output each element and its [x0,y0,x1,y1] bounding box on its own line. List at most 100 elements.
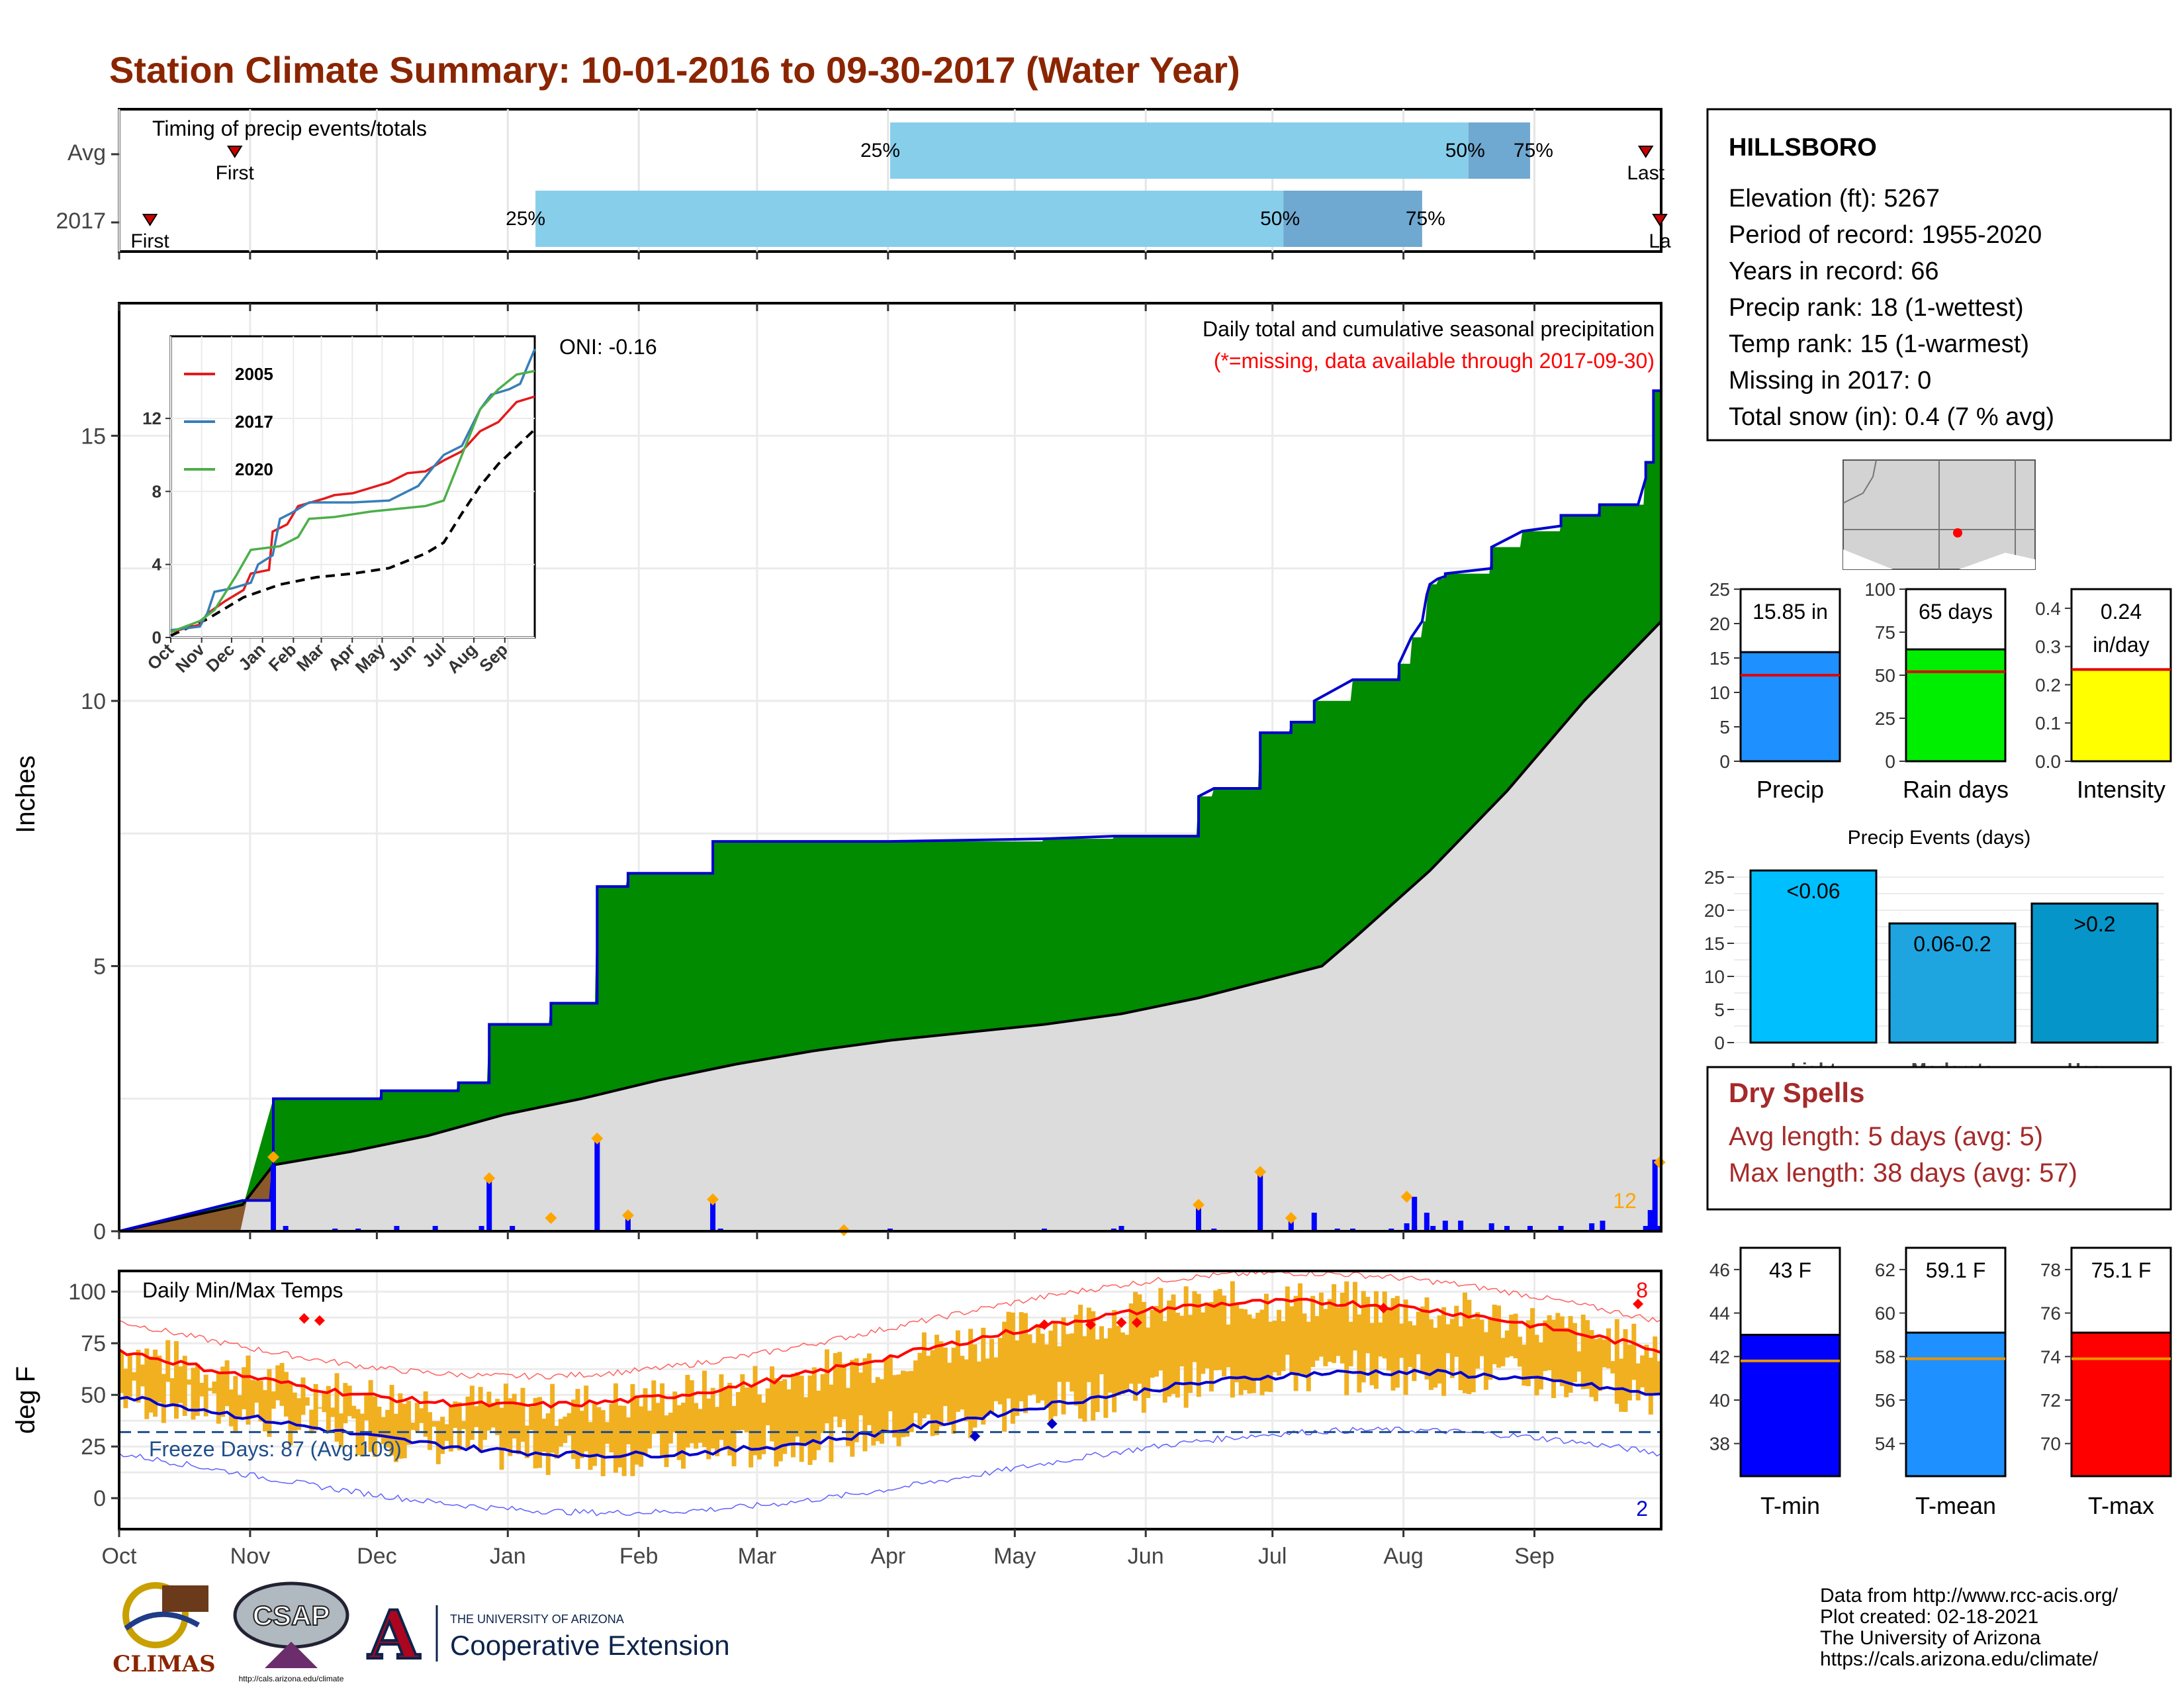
daily-temp-range-bar [1564,1327,1569,1397]
inset-ytick-label: 0 [152,628,161,647]
daily-temp-range-bar [1378,1322,1383,1357]
daily-temp-range-bar [355,1409,361,1456]
daily-temp-range-bar [862,1358,868,1452]
daily-temp-range-bar [997,1338,1003,1405]
precip-subtitle: (*=missing, data available through 2017-… [1214,349,1655,373]
timing-p50-label: 50% [1445,140,1485,162]
daily-temp-range-bar [1192,1291,1197,1362]
inset-legend-label: 2017 [235,412,273,432]
temp-bar-fill [2070,1331,2172,1477]
daily-temp-range-bar [820,1374,825,1433]
daily-temp-range-bar [529,1407,534,1430]
daily-temp-range-bar [1572,1323,1577,1382]
daily-precip-bar [355,1228,361,1231]
daily-temp-range-bar [672,1391,678,1432]
timing-last-marker [1637,146,1654,158]
daily-temp-range-bar [761,1402,766,1454]
daily-temp-range-bar [575,1389,580,1470]
daily-temp-range-bar [1475,1312,1480,1369]
daily-temp-range-bar [191,1368,196,1420]
daily-temp-range-bar [1357,1314,1362,1393]
events-bar-range: <0.06 [1787,879,1841,903]
daily-temp-range-bar [643,1388,648,1455]
daily-temp-range-bar [300,1377,306,1415]
daily-temp-range-bar [816,1390,821,1450]
temp-bar-label: T-max [2088,1492,2154,1519]
daily-temp-range-bar [208,1387,213,1391]
daily-temp-range-bar [1154,1305,1159,1377]
summary-bar-rain-days: 0 25 50 75 100 65 days Rain days [1864,579,2009,803]
daily-temp-range-bar [216,1372,221,1424]
daily-temp-range-bar [698,1409,703,1443]
events-title: Precip Events (days) [1848,827,2031,849]
daily-temp-range-bar [887,1356,893,1411]
daily-temp-range-bar [1365,1297,1371,1354]
daily-precip-bar [1196,1207,1201,1231]
climas-logo-text: CLIMAS [113,1651,215,1677]
daily-temp-range-bar [981,1327,986,1425]
station-line-5: Missing in 2017: 0 [1729,367,1931,395]
daily-temp-range-bar [1420,1306,1426,1372]
daily-temp-range-bar [1061,1317,1066,1415]
daily-temp-range-bar [1052,1323,1058,1417]
summary-bar-ytick-label: 0.3 [2035,637,2061,657]
daily-temp-range-bar [246,1355,251,1425]
daily-temp-range-bar [579,1411,584,1458]
daily-temp-range-bar [617,1405,623,1468]
daily-temp-range-bar [694,1403,699,1449]
daily-temp-range-bar [786,1389,792,1444]
daily-temp-range-bar [756,1394,762,1460]
daily-temp-range-bar [288,1381,293,1446]
ua-logo-letter: A [367,1596,420,1674]
record-precip-marker [483,1172,496,1184]
precip-events-chart: Precip Events (days)<0.06Light0.06-0.2Mo… [1704,827,2164,1080]
footer-credits: Data from http://www.rcc-acis.org/ Plot … [1820,1585,2118,1670]
daily-temp-range-bar [537,1397,542,1468]
temp-bar-ytick-label: 74 [2040,1346,2061,1367]
daily-temp-range-bar [1057,1346,1062,1382]
daily-temp-range-bar [153,1349,158,1417]
precip-ytick-label: 0 [93,1219,106,1244]
daily-temp-range-bar [440,1417,445,1454]
daily-temp-range-bar [934,1335,940,1436]
daily-temp-range-bar [474,1406,479,1427]
daily-temp-range-bar [1158,1288,1163,1371]
daily-temp-range-bar [845,1387,850,1446]
daily-temp-range-bar [1272,1320,1277,1373]
daily-temp-range-bar [1222,1295,1227,1377]
station-line-2: Years in record: 66 [1729,258,1939,285]
daily-temp-range-bar [668,1413,673,1444]
daily-temp-range-bar [1120,1332,1125,1394]
daily-temp-range-bar [1099,1326,1104,1375]
daily-temp-range-bar [639,1406,644,1467]
daily-temp-range-bar [1073,1315,1079,1406]
daily-temp-range-bar [199,1382,205,1397]
timing-first-label: First [216,162,255,184]
precip-ytick-label: 5 [93,954,106,979]
daily-temp-range-bar [1078,1304,1083,1419]
summary-bar-ytick-label: 0.2 [2035,675,2061,695]
daily-temp-range-bar [744,1387,749,1432]
daily-temp-range-bar [1259,1309,1265,1395]
events-bar-heavy [2030,902,2159,1044]
temp-bar-ytick-label: 62 [1875,1260,1895,1280]
daily-temp-range-bar [457,1402,462,1450]
daily-temp-range-bar [947,1362,952,1423]
daily-precip-bar [1042,1228,1047,1231]
record-precip-marker [1400,1190,1413,1203]
daily-precip-bar [717,1228,723,1231]
daily-temp-range-bar [508,1398,513,1456]
temps-ytick-label: 0 [93,1486,106,1511]
record-high-marker [1039,1319,1050,1331]
inset-line-2020 [170,369,535,633]
daily-temp-range-bar [263,1389,268,1432]
station-line-0: Elevation (ft): 5267 [1729,185,1940,212]
daily-temp-range-bar [799,1376,804,1462]
month-tick-label: Apr [870,1544,905,1569]
daily-temp-range-bar [178,1366,183,1403]
daily-precip-bar [1334,1228,1340,1231]
daily-temp-range-bar [1433,1327,1438,1388]
month-tick-label: May [993,1544,1036,1569]
daily-temp-range-bar [254,1380,259,1403]
timing-p75-label: 75% [1406,208,1445,230]
